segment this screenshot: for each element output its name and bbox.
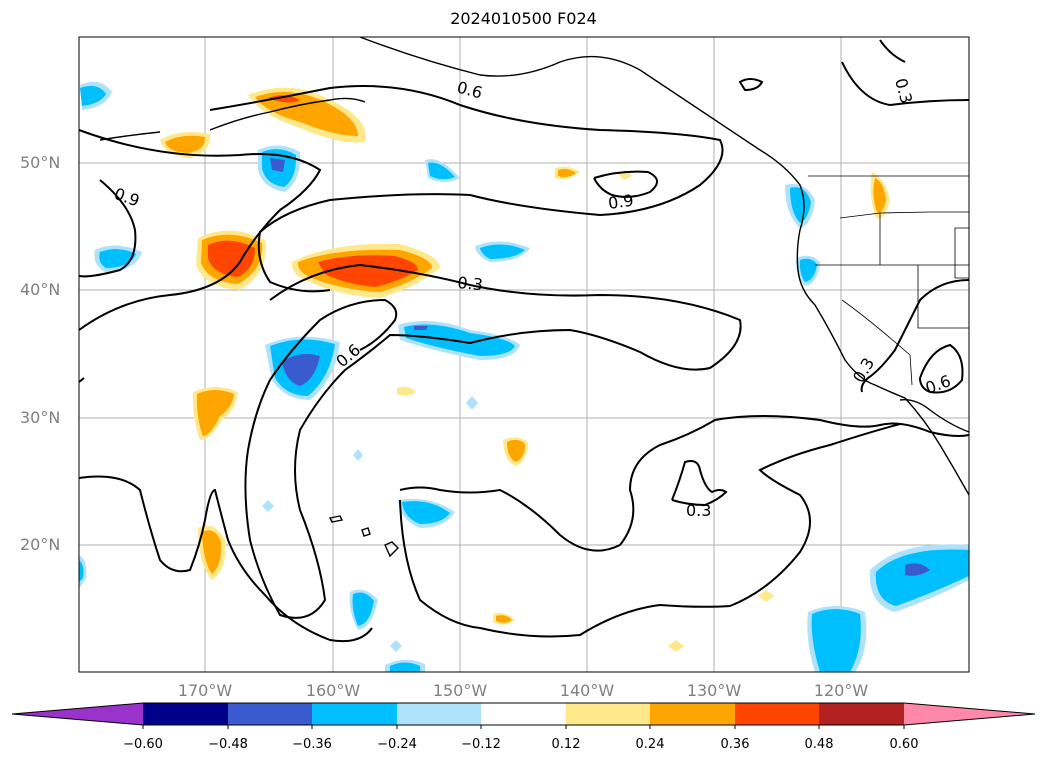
fill-region (318, 255, 418, 287)
fill-region (799, 258, 817, 282)
lon-label-150w: 150°W (432, 681, 488, 700)
colorbar-swatch (650, 703, 735, 725)
colorbar-swatch (228, 703, 312, 725)
map-frame (78, 36, 970, 673)
lon-label-140w: 140°W (559, 681, 615, 700)
fill-region (790, 187, 811, 223)
contour-label: 0.3 (891, 76, 916, 106)
fill-region (480, 244, 525, 259)
fill-region (390, 662, 420, 672)
colorbar-swatch (566, 703, 650, 725)
fill-region (255, 92, 358, 136)
colorbar-tick-label: 0.48 (804, 737, 834, 752)
fill-region (875, 549, 969, 606)
colorbar (11, 702, 1036, 729)
fill-region (352, 592, 374, 626)
fill-region (873, 178, 886, 213)
contour-labels: 0.6 0.3 0.9 0.3 0.6 0.9 0.3 0.3 0.6 (112, 76, 954, 520)
lon-label-130w: 130°W (686, 681, 742, 700)
colorbar-swatch (397, 703, 481, 725)
contour-label: 0.6 (923, 371, 953, 398)
coastlines (99, 36, 970, 558)
colorbar-tick-label: 0.24 (635, 737, 665, 752)
fill-region (390, 640, 402, 652)
gridlines (79, 37, 969, 672)
lon-label-120w: 120°W (813, 681, 869, 700)
fill-region (758, 590, 774, 602)
fill-region (353, 449, 363, 461)
colorbar-tick-label: −0.12 (461, 737, 501, 752)
contour-lines (78, 39, 970, 643)
fill-region (811, 609, 861, 672)
fill-region (79, 560, 84, 582)
colorbar-tick-label: 0.12 (551, 737, 581, 752)
fill-region (262, 500, 274, 512)
colorbar-tick-label: −0.60 (123, 737, 163, 752)
fill-region (668, 640, 684, 652)
borders (808, 175, 970, 386)
fill-region (268, 95, 300, 103)
fill-region (402, 501, 450, 524)
fill-region (496, 615, 512, 623)
contour-label: 0.6 (455, 78, 485, 103)
colorbar-swatch (735, 703, 819, 725)
colorbar-max-extension (904, 703, 1035, 725)
colorbar-tick-label: −0.36 (292, 737, 332, 752)
contour-label: 0.3 (457, 273, 484, 294)
colorbar-tick-label: −0.24 (377, 737, 417, 752)
positive-anomaly-fills (160, 87, 890, 652)
colorbar-tick-label: 0.60 (889, 737, 919, 752)
contour-label: 0.9 (112, 184, 142, 211)
contour-label: 0.3 (849, 354, 878, 386)
fill-region (558, 169, 576, 177)
lon-label-160w: 160°W (305, 681, 361, 700)
fill-region (404, 324, 515, 356)
fill-region (80, 86, 106, 106)
lat-label-40n: 40°N (20, 280, 61, 299)
fill-region (208, 240, 255, 277)
fill-region (507, 439, 525, 462)
fill-region (270, 158, 285, 172)
fill-region (202, 530, 222, 574)
map-title: 2024010500 F024 (450, 9, 597, 28)
colorbar-tick-label: −0.48 (208, 737, 248, 752)
colorbar-min-extension (12, 703, 143, 725)
lat-label-30n: 30°N (20, 408, 61, 427)
colorbar-swatch (143, 703, 228, 725)
fill-region (165, 135, 206, 153)
fill-region (466, 396, 478, 410)
colorbar-swatch (312, 703, 397, 725)
fill-region (282, 354, 320, 386)
fill-region (196, 390, 234, 436)
fill-region (905, 563, 930, 576)
lon-label-170w: 170°W (177, 681, 233, 700)
colorbar-swatch (481, 703, 566, 725)
lat-label-20n: 20°N (20, 535, 61, 554)
lat-label-50n: 50°N (20, 153, 61, 172)
colorbar-swatch (819, 703, 904, 725)
contour-label: 0.3 (686, 501, 711, 520)
negative-anomaly-fills (79, 81, 969, 672)
fill-region (397, 386, 416, 396)
fill-region (428, 162, 455, 180)
fill-region (414, 326, 428, 330)
contour-label: 0.9 (607, 191, 635, 213)
colorbar-tick-label: 0.36 (720, 737, 750, 752)
